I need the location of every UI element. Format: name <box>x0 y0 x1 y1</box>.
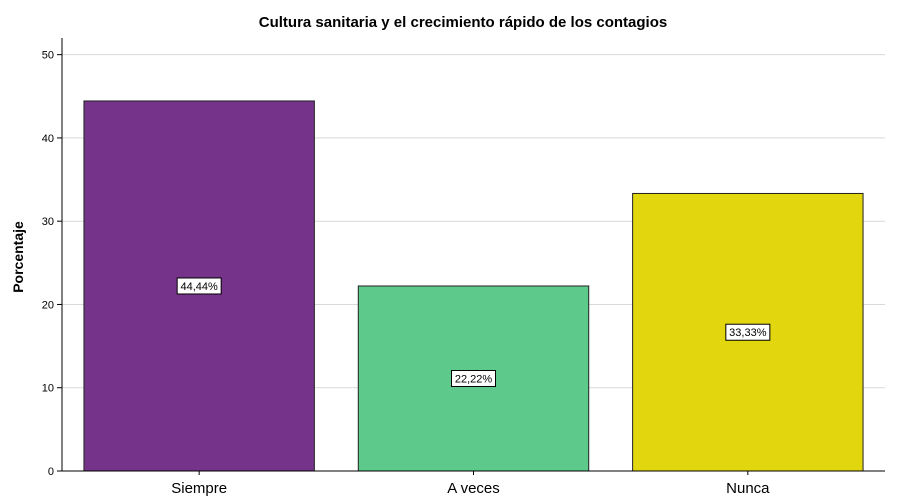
data-label: 33,33% <box>725 323 771 341</box>
y-axis-label: Porcentaje <box>10 221 26 293</box>
y-tick-label: 10 <box>42 383 54 395</box>
x-tick-label: Nunca <box>726 480 770 496</box>
data-label-box <box>725 323 771 341</box>
y-tick-label: 30 <box>42 216 54 228</box>
data-label-text: 44,44% <box>181 281 219 293</box>
axes <box>57 38 885 475</box>
data-labels: 44,44% 22,22% 33,33% <box>176 277 771 387</box>
data-label-text: 22,22% <box>455 373 493 385</box>
data-label-box <box>451 369 496 387</box>
data-label-text: 33,33% <box>729 327 767 339</box>
y-tick-label: 20 <box>42 299 54 311</box>
x-tick-label: A veces <box>447 480 500 496</box>
x-tick-label: Siempre <box>171 480 227 496</box>
chart-title: Cultura sanitaria y el crecimiento rápid… <box>259 14 667 31</box>
data-label: 44,44% <box>176 277 222 295</box>
y-tick-label: 0 <box>48 466 54 478</box>
y-tick-label: 50 <box>42 50 54 62</box>
data-label-box <box>176 277 222 295</box>
bars <box>83 100 864 472</box>
tick-labels: 0 10 20 30 40 50 Siempre A veces Nunca <box>42 50 770 496</box>
y-tick-label: 40 <box>42 133 54 145</box>
data-label: 22,22% <box>451 369 496 387</box>
